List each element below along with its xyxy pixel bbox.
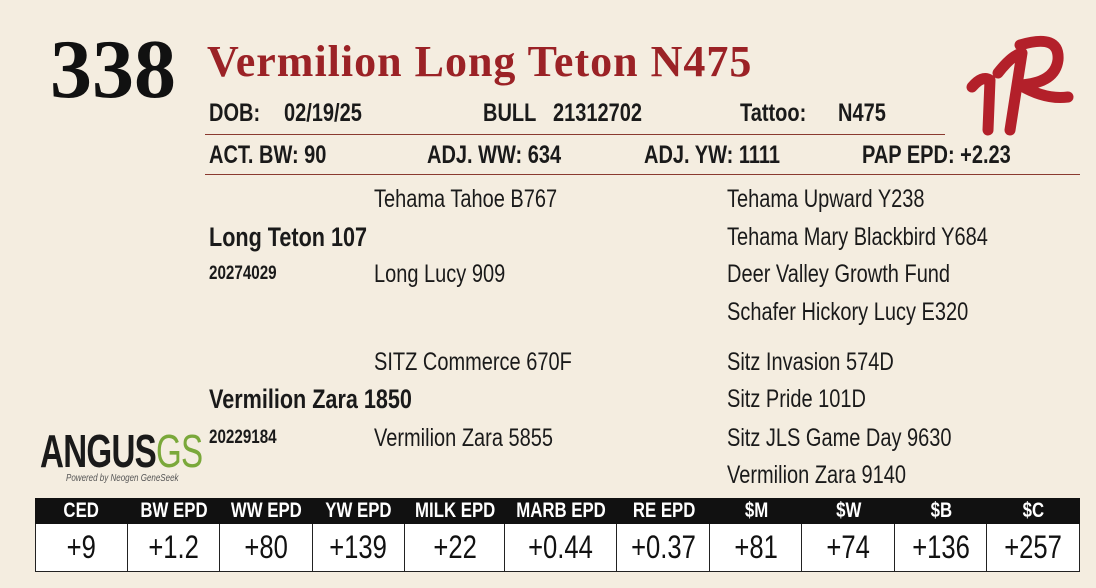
dam-dam: Vermilion Zara 5855 bbox=[374, 424, 553, 452]
epd-value: +9 bbox=[35, 524, 128, 572]
epd-value: +0.44 bbox=[505, 524, 618, 572]
sire-dam: Long Lucy 909 bbox=[374, 260, 506, 288]
grandparent: Sitz Pride 101D bbox=[727, 385, 866, 413]
epd-value: +1.2 bbox=[127, 524, 221, 572]
brand-stroke bbox=[966, 35, 1074, 136]
epd-header-text: BW EPD bbox=[140, 499, 208, 522]
epd-value-text: +9 bbox=[66, 529, 96, 565]
sire-name: Long Teton 107 bbox=[209, 222, 368, 252]
epd-header: $C bbox=[987, 498, 1080, 524]
dob: 02/19/25 bbox=[284, 99, 362, 127]
epd-value: +22 bbox=[405, 524, 506, 572]
performance: PAP EPD: +2.23 bbox=[862, 141, 1011, 169]
sire-sire: Tehama Tahoe B767 bbox=[374, 185, 558, 213]
grandparent: Vermilion Zara 9140 bbox=[727, 461, 906, 489]
grandparent: Tehama Mary Blackbird Y684 bbox=[727, 223, 988, 251]
brand-mark bbox=[966, 35, 1074, 136]
epd-value: +257 bbox=[987, 524, 1080, 572]
epd-header-text: $W bbox=[836, 499, 862, 522]
epd-value-text: +81 bbox=[733, 529, 778, 565]
tattoo-label: Tattoo: bbox=[740, 99, 807, 127]
epd-value-text: +22 bbox=[433, 529, 477, 565]
grandparent: Sitz JLS Game Day 9630 bbox=[727, 424, 952, 452]
logo: ANGUSGS bbox=[40, 425, 203, 477]
epd-header: MARB EPD bbox=[505, 498, 618, 524]
sex: BULL bbox=[483, 99, 537, 127]
epd-header: $B bbox=[894, 498, 988, 524]
performance: ADJ. WW: 634 bbox=[427, 141, 562, 169]
epd-header-text: $B bbox=[930, 499, 952, 522]
logo-main: ANGUS bbox=[40, 425, 157, 477]
logo-tagline: Powered by Neogen GeneSeek bbox=[66, 473, 179, 484]
epd-table: CED BW EPD WW EPD YW EPD MILK EPD MARB EPD RE … bbox=[35, 498, 1080, 572]
sire-reg: 20274029 bbox=[209, 263, 277, 284]
epd-value: +74 bbox=[802, 524, 895, 572]
tattoo: N475 bbox=[838, 99, 886, 127]
epd-value-text: +257 bbox=[1004, 529, 1063, 565]
epd-header-text: YW EPD bbox=[325, 499, 392, 522]
epd-header: RE EPD bbox=[617, 498, 710, 524]
grandparent: Schafer Hickory Lucy E320 bbox=[727, 298, 969, 326]
epd-value: +136 bbox=[894, 524, 988, 572]
epd-value-text: +0.37 bbox=[630, 529, 696, 565]
epd-header-text: $C bbox=[1022, 499, 1045, 522]
dam-name: Vermilion Zara 1850 bbox=[209, 384, 412, 414]
animal-name: Vermilion Long Teton N475 bbox=[207, 37, 753, 86]
dam-reg: 20229184 bbox=[209, 427, 277, 448]
epd-header-text: MARB EPD bbox=[516, 499, 607, 522]
epd-value-text: +139 bbox=[329, 529, 388, 565]
epd-value-text: +74 bbox=[826, 529, 870, 565]
grandparent: Deer Valley Growth Fund bbox=[727, 260, 951, 288]
divider bbox=[205, 174, 1080, 175]
epd-header: MILK EPD bbox=[405, 498, 506, 524]
epd-header-text: $M bbox=[744, 499, 768, 522]
grandparent: Sitz Invasion 574D bbox=[727, 348, 894, 376]
epd-header-text: CED bbox=[63, 499, 99, 522]
divider bbox=[205, 134, 945, 135]
epd-header-text: WW EPD bbox=[230, 499, 302, 522]
logo-accent: GS bbox=[156, 425, 203, 477]
grandparent: Tehama Upward Y238 bbox=[727, 185, 925, 213]
epd-header: WW EPD bbox=[220, 498, 313, 524]
epd-value: +80 bbox=[220, 524, 313, 572]
epd-value: +0.37 bbox=[617, 524, 710, 572]
epd-value-text: +0.44 bbox=[528, 529, 594, 565]
epd-header: BW EPD bbox=[127, 498, 221, 524]
epd-header-text: MILK EPD bbox=[415, 499, 496, 522]
epd-header-text: RE EPD bbox=[632, 499, 695, 522]
registration: 21312702 bbox=[553, 99, 642, 127]
epd-header: CED bbox=[35, 498, 128, 524]
lot-number: 338 bbox=[50, 23, 176, 116]
epd-value: +81 bbox=[709, 524, 803, 572]
epd-value-text: +136 bbox=[911, 529, 970, 565]
epd-value: +139 bbox=[312, 524, 406, 572]
dob-label: DOB: bbox=[209, 99, 261, 127]
dam-sire: SITZ Commerce 670F bbox=[374, 348, 572, 376]
epd-header: $M bbox=[709, 498, 803, 524]
epd-value-text: +80 bbox=[244, 529, 288, 565]
performance: ACT. BW: 90 bbox=[209, 141, 327, 169]
epd-header: $W bbox=[802, 498, 895, 524]
epd-header: YW EPD bbox=[312, 498, 406, 524]
epd-value-text: +1.2 bbox=[148, 529, 199, 565]
performance: ADJ. YW: 1111 bbox=[644, 141, 781, 169]
